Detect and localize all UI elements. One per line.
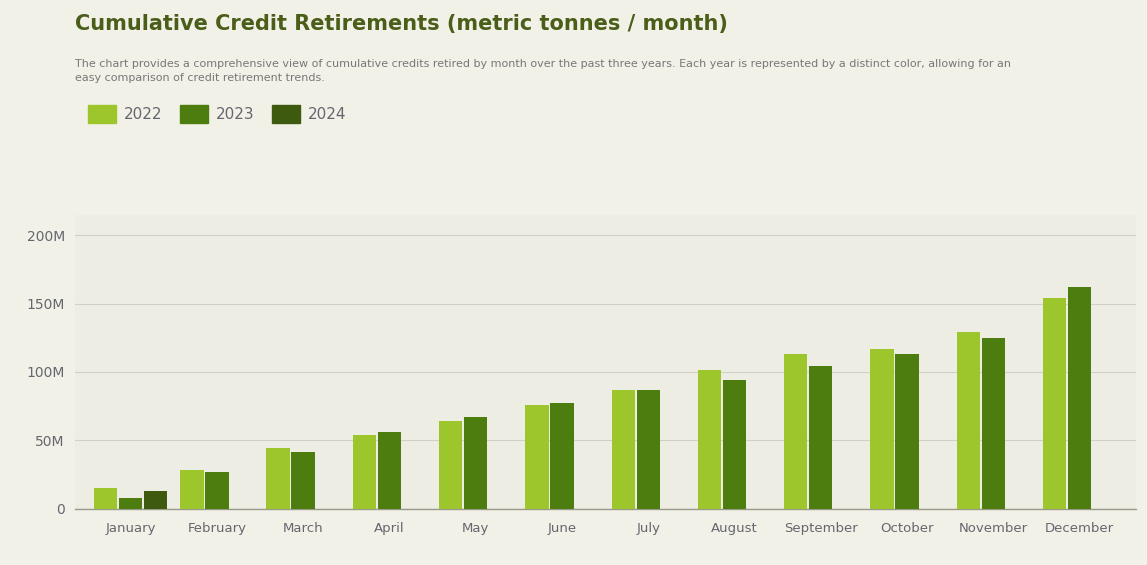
Bar — [145, 491, 167, 508]
Bar — [982, 338, 1005, 508]
Bar — [465, 417, 487, 508]
Bar — [785, 354, 807, 508]
Bar — [291, 453, 314, 508]
Bar — [957, 332, 980, 508]
Bar — [611, 390, 634, 508]
Bar — [723, 380, 746, 508]
Bar — [439, 421, 462, 508]
Bar — [377, 432, 401, 508]
Bar — [266, 449, 290, 508]
Bar — [94, 488, 117, 508]
Bar — [1068, 287, 1091, 508]
Bar — [551, 403, 574, 508]
Bar — [180, 470, 203, 508]
Bar — [119, 498, 142, 508]
Bar — [205, 472, 228, 508]
Bar — [525, 405, 548, 508]
Text: Cumulative Credit Retirements (metric tonnes / month): Cumulative Credit Retirements (metric to… — [75, 14, 727, 34]
Legend: 2022, 2023, 2024: 2022, 2023, 2024 — [83, 99, 352, 129]
Bar — [1043, 298, 1066, 508]
Bar — [637, 390, 660, 508]
Bar — [871, 349, 894, 508]
Bar — [697, 371, 721, 508]
Bar — [353, 434, 376, 508]
Bar — [809, 366, 833, 508]
Text: The chart provides a comprehensive view of cumulative credits retired by month o: The chart provides a comprehensive view … — [75, 59, 1011, 83]
Bar — [896, 354, 919, 508]
